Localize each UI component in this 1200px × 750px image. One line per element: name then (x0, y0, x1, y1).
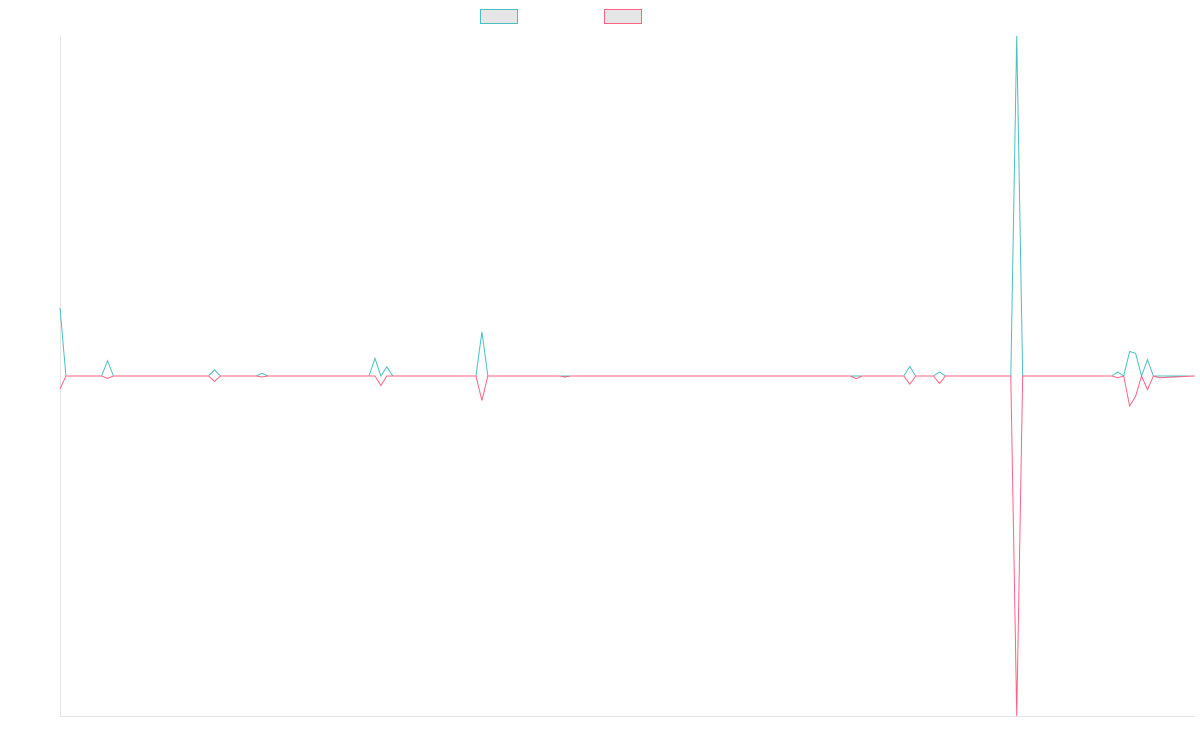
legend-item-series-2[interactable] (604, 9, 642, 24)
series-line-2 (59, 374, 1196, 717)
series-line-1 (59, 35, 1195, 378)
chart-legend (0, 0, 1200, 36)
legend-item-series-1[interactable] (480, 9, 518, 24)
legend-swatch-series-1 (480, 9, 518, 24)
legend-swatch-series-2 (604, 9, 642, 24)
